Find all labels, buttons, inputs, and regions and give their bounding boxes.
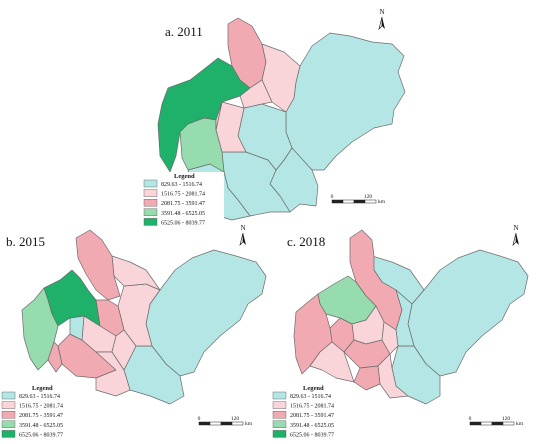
scale-max-label: 120 xyxy=(364,194,373,200)
legend-label: 3591.48 - 6525.05 xyxy=(161,211,205,217)
region xyxy=(261,43,301,113)
scale-zero-label: 0 xyxy=(198,416,201,422)
legend-swatch xyxy=(1,420,16,428)
scale-segment xyxy=(480,421,493,426)
scale-segment xyxy=(198,421,211,426)
scale-segment xyxy=(331,199,344,204)
map-panel-2015: b. 2015 N Legend xyxy=(1,224,267,442)
legend-swatch xyxy=(143,179,158,188)
region xyxy=(353,365,381,391)
legend-2015: Legend 829.63 - 1516.74 1516.75 - 2081.74… xyxy=(1,384,82,442)
north-arrow: N xyxy=(239,224,247,246)
scale-segment xyxy=(502,421,515,426)
region xyxy=(215,101,223,131)
scale-segment xyxy=(364,199,377,204)
legend-label: 829.63 - 1516.74 xyxy=(19,394,60,400)
legend-label: 2081.75 - 3591.47 xyxy=(19,413,63,419)
scale-bar: 0 120 km xyxy=(198,416,253,427)
legend-label: 3591.48 - 6525.05 xyxy=(290,423,334,429)
region xyxy=(377,353,409,399)
scale-segment xyxy=(209,421,222,426)
legend-label: 1516.75 - 2081.74 xyxy=(290,404,334,410)
scale-unit-label: km xyxy=(245,421,253,427)
legend-swatch xyxy=(272,420,287,428)
legend-swatch xyxy=(272,391,287,400)
region xyxy=(145,249,267,377)
legend-label: 829.63 - 1516.74 xyxy=(290,394,331,400)
legend-2018: Legend 829.63 - 1516.74 1516.75 - 2081.74… xyxy=(272,384,353,442)
legend-label: 1516.75 - 2081.74 xyxy=(161,192,205,198)
legend-swatch xyxy=(1,411,16,419)
panel-title-2018: c. 2018 xyxy=(287,234,325,249)
scale-segment xyxy=(342,199,355,204)
scale-unit-label: km xyxy=(378,199,386,205)
scale-zero-label: 0 xyxy=(469,416,472,422)
legend-swatch xyxy=(143,198,158,207)
region xyxy=(111,255,161,291)
map-panel-2018: c. 2018 N Legend xyxy=(272,224,529,442)
region xyxy=(47,341,63,373)
scale-unit-label: km xyxy=(516,421,524,427)
legend-label: 1516.75 - 2081.74 xyxy=(19,404,63,410)
legend-title: Legend xyxy=(303,385,324,392)
scale-segment xyxy=(353,199,366,204)
legend-label: 6525.06 - 8039.77 xyxy=(161,220,205,226)
north-arrow: N xyxy=(378,8,386,30)
legend-swatch xyxy=(272,411,287,419)
legend-label: 6525.06 - 8039.77 xyxy=(290,432,334,438)
legend-swatch xyxy=(272,401,287,409)
scale-max-label: 120 xyxy=(502,416,511,422)
legend-label: 2081.75 - 3591.47 xyxy=(161,201,205,207)
scale-segment xyxy=(491,421,504,426)
region xyxy=(75,229,121,301)
region xyxy=(395,289,415,347)
region xyxy=(309,341,355,383)
legend-label: 6525.06 - 8039.77 xyxy=(19,432,63,438)
legend-title: Legend xyxy=(32,385,53,392)
north-label: N xyxy=(379,8,384,16)
legend-swatch xyxy=(143,208,158,217)
region xyxy=(285,32,406,171)
region xyxy=(407,249,529,377)
scale-segment xyxy=(231,421,244,426)
scale-max-label: 120 xyxy=(231,416,240,422)
north-label: N xyxy=(240,224,245,232)
region xyxy=(381,321,399,355)
map-panel-2011: a. 2011 N Legend 829.63 - xyxy=(143,8,406,227)
panel-title-2011: a. 2011 xyxy=(165,24,203,39)
legend-swatch xyxy=(1,430,16,438)
legend-2011: Legend 829.63 - 1516.74 1516.75 - 2081.74… xyxy=(143,172,224,227)
scale-segment xyxy=(469,421,482,426)
legend-label: 2081.75 - 3591.47 xyxy=(290,413,334,419)
legend-swatch xyxy=(272,430,287,438)
north-arrow: N xyxy=(512,224,520,246)
legend-label: 3591.48 - 6525.05 xyxy=(19,423,63,429)
scale-zero-label: 0 xyxy=(331,194,334,200)
scale-bar: 0 120 km xyxy=(469,416,524,427)
scale-bar: 0 120 km xyxy=(331,194,386,205)
legend-swatch xyxy=(1,391,16,400)
legend-swatch xyxy=(1,401,16,409)
legend-label: 829.63 - 1516.74 xyxy=(161,182,202,188)
region xyxy=(111,329,137,371)
panel-title-2015: b. 2015 xyxy=(6,234,45,249)
scale-segment xyxy=(220,421,233,426)
north-label: N xyxy=(513,224,518,232)
legend-title: Legend xyxy=(174,173,195,180)
legend-swatch xyxy=(143,189,158,197)
legend-swatch xyxy=(143,218,158,226)
region xyxy=(21,287,59,371)
